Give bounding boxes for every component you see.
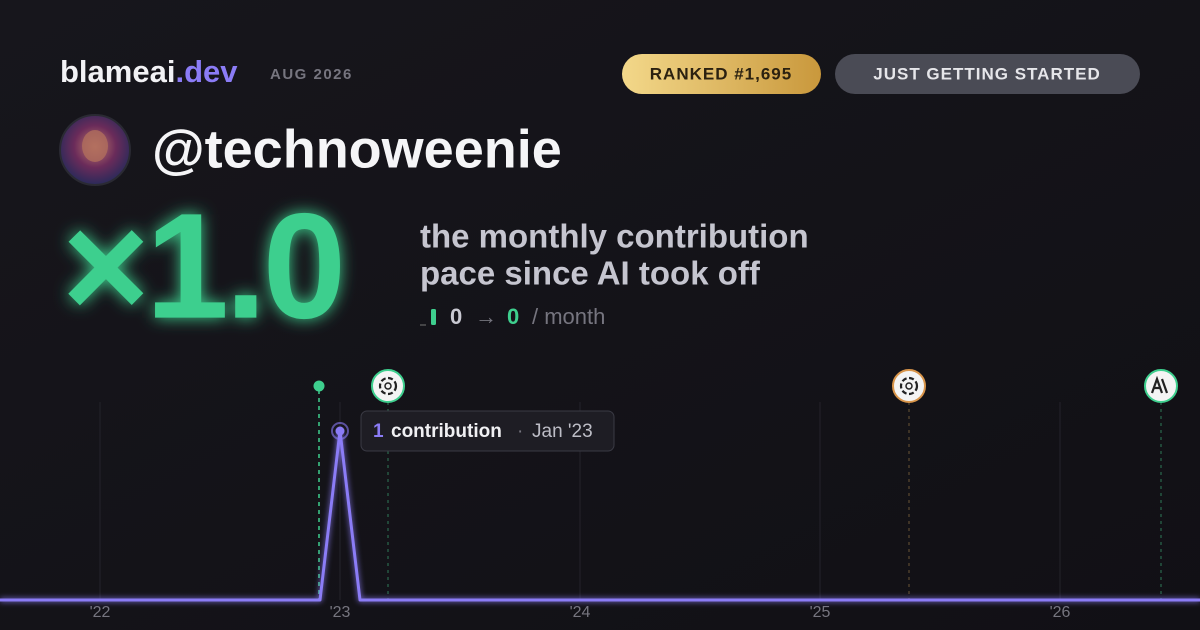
brand: blameai.dev [60, 54, 238, 89]
x-tick-label: '22 [90, 604, 111, 621]
arrow: → [475, 304, 497, 329]
x-tick-label: '24 [570, 604, 591, 621]
brand-suffix: .dev [175, 54, 238, 89]
peak-ring [331, 422, 349, 440]
x-tick-label: '26 [1050, 604, 1071, 621]
openai-icon [892, 369, 926, 403]
before-value: 0 [450, 304, 462, 329]
rank-text: RANKED #1,695 [650, 64, 792, 83]
date: AUG 2026 [270, 66, 353, 83]
avatar-face [82, 130, 108, 162]
peak-dot [335, 426, 345, 436]
tooltip: 1 contribution · Jan '23 [360, 410, 615, 452]
handle: @technoweenie [152, 119, 562, 179]
tooltip-unit: contribution [391, 421, 502, 442]
after-value: 0 [507, 304, 519, 329]
openai-icon [371, 369, 405, 403]
spark-bar [431, 309, 436, 325]
caption-line: the monthly contribution [420, 218, 809, 255]
event-dot [313, 380, 325, 392]
rank-badge [622, 54, 821, 94]
tooltip-box [360, 410, 615, 452]
multiplier: ×1.0 [62, 182, 342, 350]
status-badge [835, 54, 1140, 94]
tooltip-value: 1 [373, 421, 384, 442]
x-tick-label: '23 [330, 604, 351, 621]
x-tick-label: '25 [810, 604, 831, 621]
caption-line: pace since AI took off [420, 255, 761, 292]
brand-name: blameai [60, 54, 175, 89]
status-text: JUST GETTING STARTED [873, 64, 1100, 83]
tooltip-date: Jan '23 [532, 421, 593, 442]
unit: / month [532, 304, 605, 329]
line [0, 429, 1200, 602]
tooltip-separator: · [517, 421, 523, 442]
anthropic-icon [1144, 369, 1178, 403]
